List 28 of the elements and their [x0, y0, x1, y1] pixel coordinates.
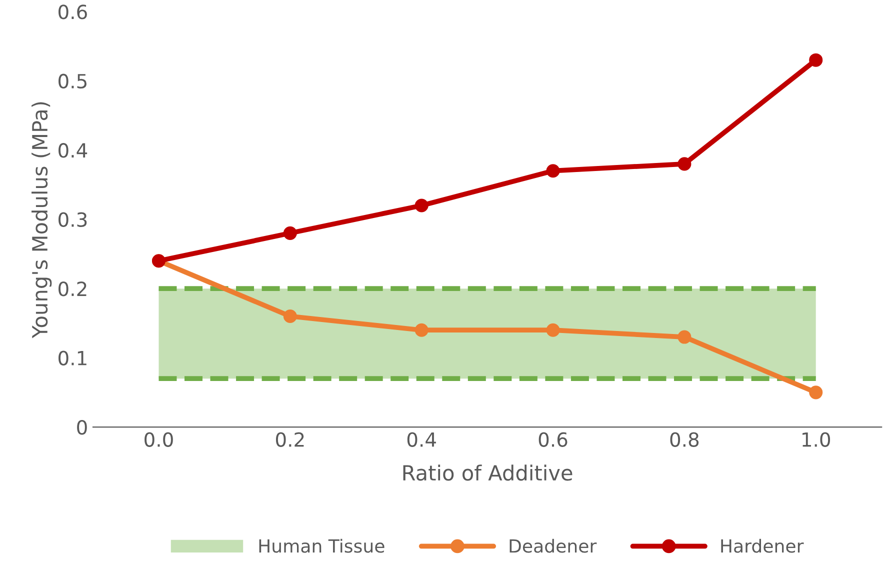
y-tick-label: 0.1	[58, 350, 86, 366]
point	[283, 309, 297, 324]
y-tick-label: 0.5	[58, 74, 86, 89]
point	[678, 157, 692, 171]
x-tick-label: 1.0	[802, 432, 830, 447]
x-axis-title: Ratio of Additive	[403, 464, 572, 481]
y-tick-label: 0.4	[58, 143, 88, 158]
y-tick-label: 0.2	[58, 282, 86, 296]
point	[414, 198, 428, 212]
point	[678, 330, 692, 344]
x-tick-label: 0.6	[538, 432, 568, 447]
y-tick-label: 0.3	[58, 212, 87, 227]
point	[283, 226, 297, 240]
point	[809, 386, 823, 400]
x-tick-label: 0.2	[276, 432, 304, 447]
point	[414, 323, 428, 337]
point	[546, 164, 560, 178]
point	[546, 323, 560, 337]
legend-label: Hardener	[721, 538, 804, 553]
x-tick-label: 0.0	[144, 432, 173, 447]
x-tick-label: 0.4	[407, 432, 436, 447]
y-axis-title: Young's Modulus (MPa)	[32, 102, 52, 338]
legend-label: Deadener	[510, 538, 597, 553]
point	[809, 53, 823, 67]
x-tick-label: 0.8	[670, 432, 699, 447]
legend-label: Human Tissue	[259, 538, 384, 553]
y-tick-label: 0	[77, 420, 87, 435]
y-tick-label: 0.6	[58, 4, 87, 20]
